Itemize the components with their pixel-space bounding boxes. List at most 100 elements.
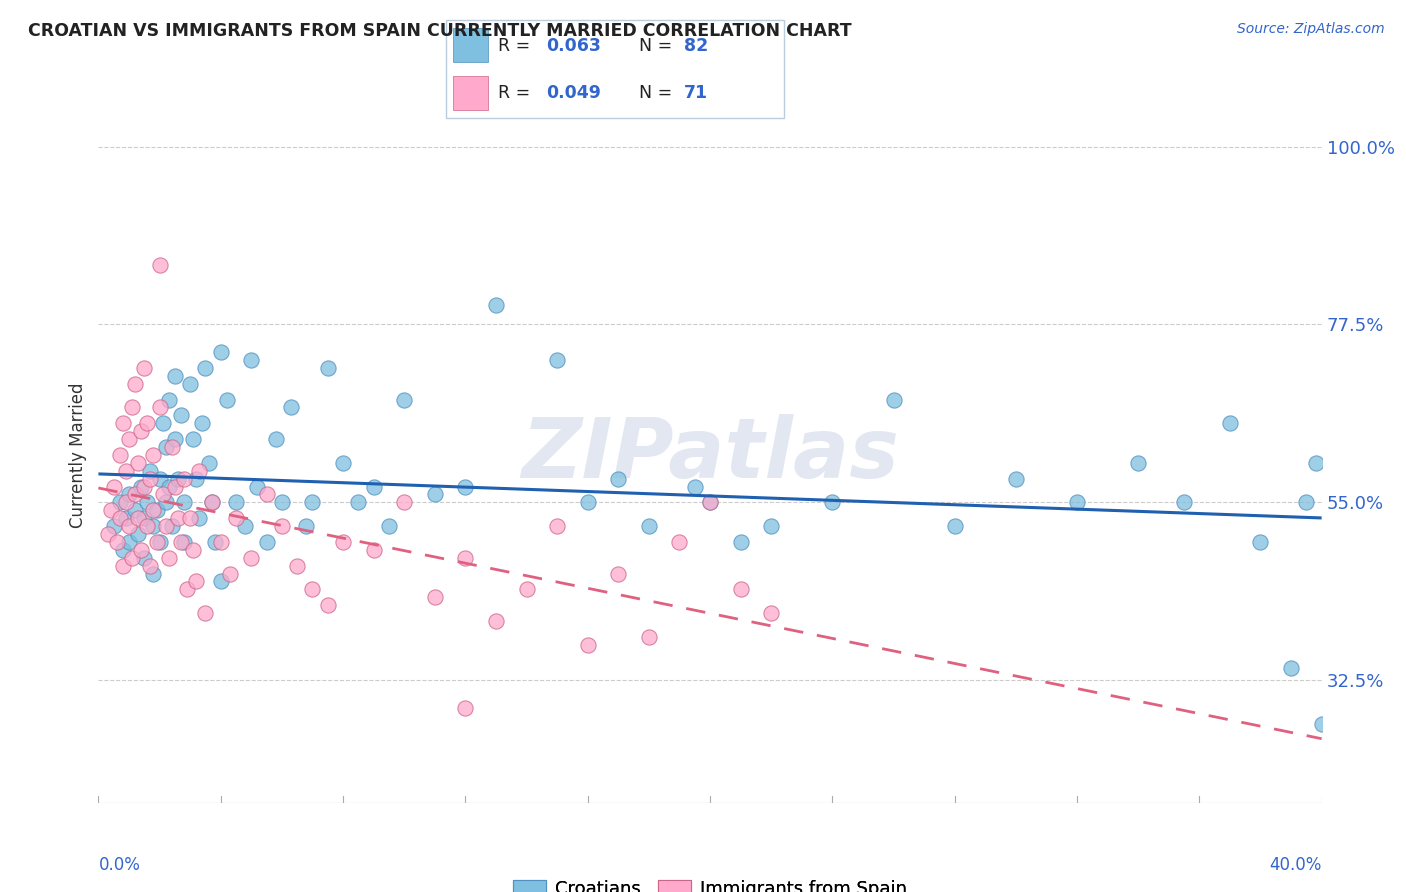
Point: [152, 417, 174, 431]
Point: [423, 487, 446, 501]
Point: [170, 409, 193, 423]
Point: [173, 495, 195, 509]
Point: [730, 582, 752, 597]
Point: [160, 519, 183, 533]
Point: [1128, 456, 1150, 470]
Point: [118, 534, 141, 549]
Y-axis label: Currently Married: Currently Married: [69, 382, 87, 528]
Point: [155, 495, 177, 509]
Point: [392, 495, 416, 509]
Point: [194, 360, 217, 375]
Point: [256, 487, 278, 501]
Point: [516, 582, 538, 597]
Text: R =: R =: [498, 37, 536, 54]
Point: [1066, 495, 1088, 509]
Point: [363, 479, 385, 493]
Point: [149, 472, 172, 486]
Point: [129, 479, 152, 493]
Point: [100, 503, 122, 517]
Point: [225, 511, 247, 525]
Point: [127, 527, 149, 541]
Point: [204, 534, 226, 549]
Point: [256, 534, 278, 549]
Point: [1004, 472, 1026, 486]
Point: [176, 582, 198, 597]
Point: [194, 606, 217, 620]
Point: [142, 566, 165, 581]
Point: [285, 558, 308, 573]
Point: [103, 479, 125, 493]
Point: [943, 519, 966, 533]
Point: [454, 479, 477, 493]
Point: [118, 487, 141, 501]
Point: [136, 519, 159, 533]
Point: [301, 495, 323, 509]
Point: [392, 392, 416, 407]
Text: 40.0%: 40.0%: [1270, 855, 1322, 873]
Point: [134, 511, 156, 525]
Point: [163, 368, 186, 383]
Point: [1249, 534, 1271, 549]
Point: [152, 487, 174, 501]
Point: [730, 534, 752, 549]
Text: 0.063: 0.063: [546, 37, 602, 54]
Point: [209, 574, 232, 589]
Point: [699, 495, 721, 509]
Point: [188, 511, 211, 525]
Point: [240, 353, 263, 368]
Point: [157, 392, 180, 407]
Text: Source: ZipAtlas.com: Source: ZipAtlas.com: [1237, 22, 1385, 37]
Point: [134, 550, 156, 565]
Point: [363, 542, 385, 557]
Point: [378, 519, 401, 533]
Point: [160, 440, 183, 454]
Point: [108, 448, 131, 462]
Point: [1295, 495, 1317, 509]
Point: [301, 582, 323, 597]
Point: [240, 550, 263, 565]
Point: [170, 534, 193, 549]
Point: [142, 519, 165, 533]
Point: [225, 495, 247, 509]
Point: [149, 401, 172, 415]
Text: 0.049: 0.049: [546, 84, 602, 102]
Point: [1279, 661, 1302, 675]
FancyBboxPatch shape: [446, 20, 785, 119]
Point: [607, 472, 630, 486]
Point: [264, 432, 287, 446]
Point: [332, 456, 354, 470]
Point: [134, 360, 156, 375]
Point: [883, 392, 905, 407]
Point: [454, 550, 477, 565]
Point: [111, 542, 134, 557]
Point: [108, 495, 131, 509]
Text: 71: 71: [685, 84, 709, 102]
Point: [115, 511, 138, 525]
Point: [173, 472, 195, 486]
Point: [485, 614, 508, 628]
Point: [111, 417, 134, 431]
Point: [233, 519, 256, 533]
Point: [155, 440, 177, 454]
Point: [576, 495, 599, 509]
Text: R =: R =: [498, 84, 536, 102]
Point: [637, 519, 661, 533]
Point: [1305, 456, 1327, 470]
Point: [821, 495, 844, 509]
Point: [155, 519, 177, 533]
Point: [759, 519, 782, 533]
Point: [316, 598, 339, 612]
Point: [121, 401, 143, 415]
Point: [108, 511, 131, 525]
Text: CROATIAN VS IMMIGRANTS FROM SPAIN CURRENTLY MARRIED CORRELATION CHART: CROATIAN VS IMMIGRANTS FROM SPAIN CURREN…: [28, 22, 852, 40]
Point: [759, 606, 782, 620]
Point: [121, 550, 143, 565]
Point: [316, 360, 339, 375]
Point: [270, 519, 292, 533]
Point: [209, 345, 232, 359]
Point: [139, 558, 162, 573]
Point: [576, 638, 599, 652]
Point: [157, 479, 180, 493]
Point: [485, 298, 508, 312]
Point: [454, 701, 477, 715]
